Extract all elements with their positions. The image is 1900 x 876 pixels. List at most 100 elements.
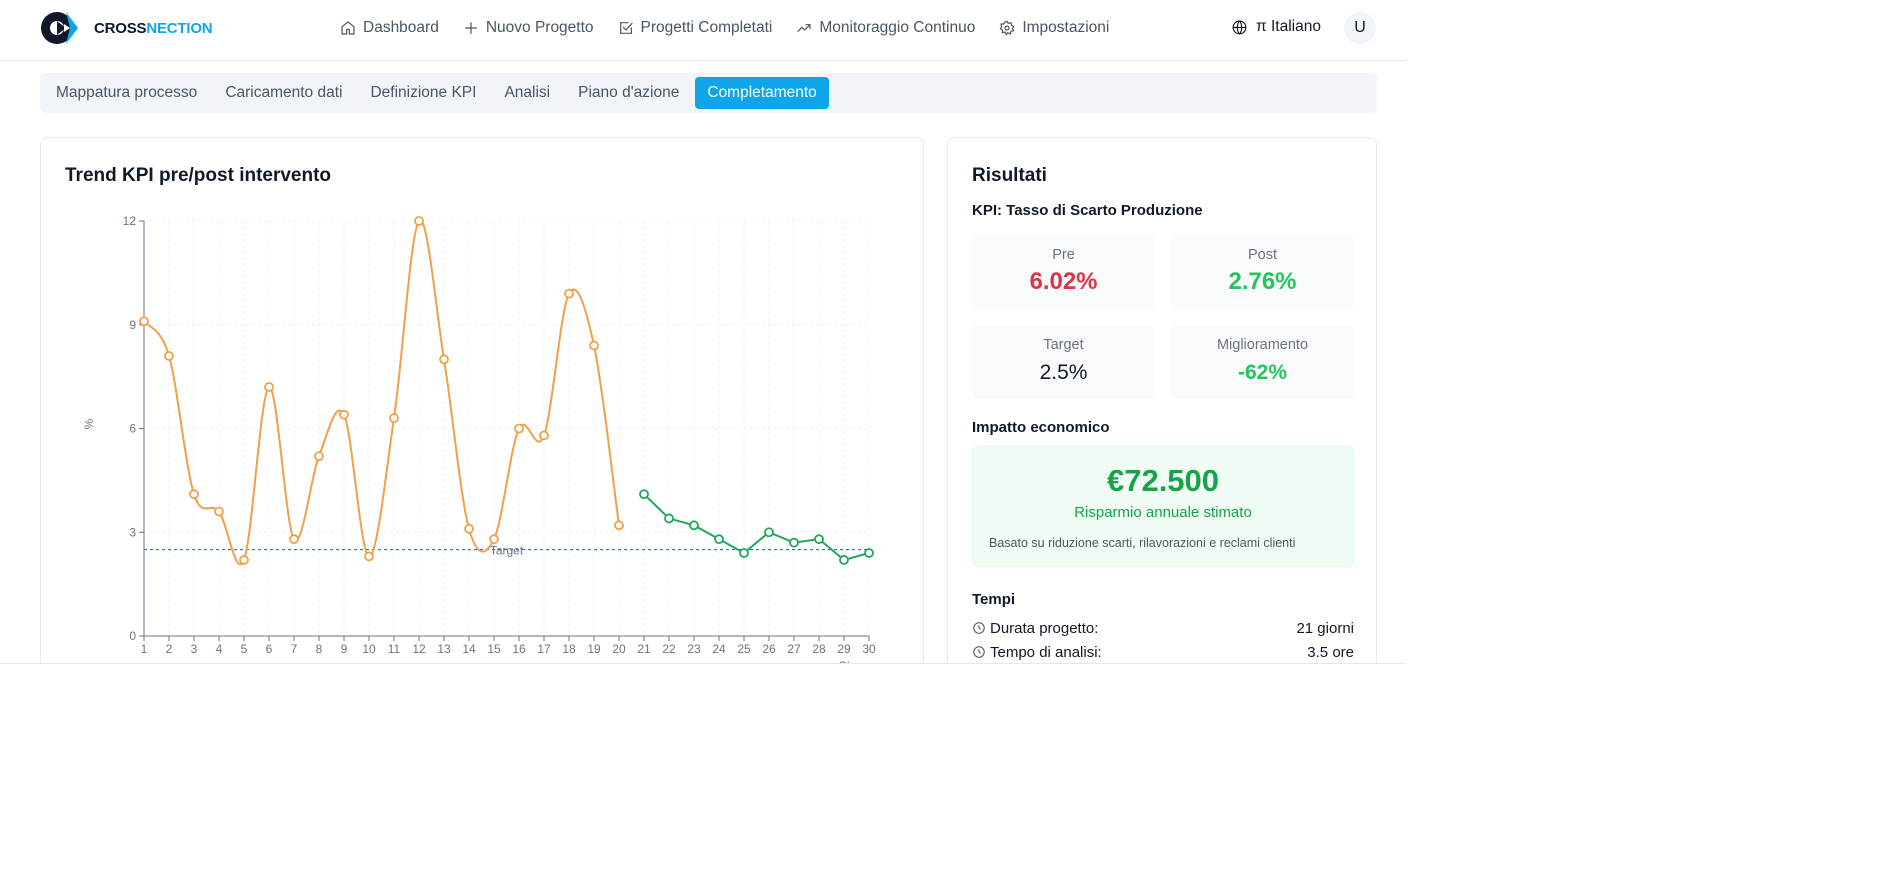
duration-label: Durata progetto: [990,619,1099,637]
pre-data-point [489,534,499,545]
x-tick-label: 8 [316,642,323,656]
metric-pre-label: Pre [1052,247,1075,263]
pre-data-point [414,216,424,226]
pre-data-point [614,520,624,531]
post-data-point [714,534,724,545]
y-tick-label: 12 [123,214,137,228]
results-title: Risultati [972,165,1047,186]
y-tick-label: 9 [129,318,136,332]
step-completamento[interactable]: Completamento [695,77,829,109]
x-tick-label: 11 [388,642,401,656]
x-tick-label: 21 [637,642,651,656]
app-frame: CROSSNECTION Dashboard Nuovo Progetto Pr… [0,0,1406,664]
target-label: Target [490,544,524,558]
x-tick-label: 17 [537,642,551,656]
results-card: Risultati KPI: Tasso di Scarto Produzion… [947,137,1377,663]
metric-improvement-value: -62% [1237,361,1288,384]
x-tick-label: 15 [487,642,501,656]
trending-up-icon [797,24,811,32]
y-axis-label: % [82,418,96,429]
x-tick-label: 4 [216,642,223,656]
pre-data-point [339,409,349,420]
language-selector[interactable]: π Italiano [1231,18,1321,36]
nav-monitoraggio[interactable]: Monitoraggio Continuo [796,19,975,37]
pre-data-point [239,555,249,565]
kpi-trend-card: Trend KPI pre/post intervento 0 3 6 9 12 1 2 3 4… [40,137,924,663]
pre-data-point [164,350,174,361]
metric-improvement: Miglioramento -62% [1171,325,1354,399]
analysis-value: 3.5 ore [1307,643,1354,661]
check-square-icon [619,22,633,34]
pre-data-point [264,382,274,392]
x-tick-label: 12 [412,642,426,656]
nav-nuovo-progetto[interactable]: Nuovo Progetto [463,19,594,37]
pre-data-point [539,430,549,441]
pre-data-point [439,354,449,365]
x-tick-label: 28 [812,642,826,656]
language-label: π Italiano [1256,18,1321,35]
step-piano-azione[interactable]: Piano d'azione [578,84,680,101]
times-heading: Tempi [972,591,1016,608]
x-tick-label: 1 [141,642,148,656]
metric-target-label: Target [1043,337,1084,353]
post-data-point [839,555,849,565]
x-tick-label: 22 [662,642,676,656]
duration-value: 21 giorni [1296,619,1354,637]
metric-post-label: Post [1247,247,1277,263]
y-tick-label: 0 [129,629,136,643]
home-icon [341,21,355,35]
post-data-point [789,537,799,548]
x-tick-label: 16 [512,642,526,656]
x-tick-label: 2 [166,642,173,656]
nav-dashboard[interactable]: Dashboard [340,19,439,37]
nav-dashboard-label: Dashboard [363,19,439,36]
post-data-point [664,513,674,524]
brand-name-part1: CROSS [94,19,147,37]
post-data-point [639,489,649,500]
x-tick-label: 5 [241,642,248,656]
analysis-label-wrap: Tempo di analisi: [972,644,1102,661]
step-analisi[interactable]: Analisi [504,84,551,101]
pre-data-point [139,316,149,327]
clock-icon [973,646,985,658]
x-tick-label: 30 [862,642,876,656]
plus-icon [464,22,477,34]
main-nav: Dashboard Nuovo Progetto Progetti Comple… [340,0,1109,56]
y-tick-label: 6 [129,422,136,436]
pre-data-point [189,489,199,500]
x-tick-label: 3 [191,642,198,656]
metric-target-value: 2.5% [1039,361,1088,384]
metric-target: Target 2.5% [972,325,1155,399]
workflow-steps: Mappatura processo Caricamento dati Defi… [40,73,1377,113]
x-tick-label: 10 [362,642,376,656]
post-data-point [864,548,874,558]
top-navbar: CROSSNECTION Dashboard Nuovo Progetto Pr… [0,0,1406,61]
nav-impostazioni[interactable]: Impostazioni [999,19,1109,37]
chart-title: Trend KPI pre/post intervento [65,165,332,186]
pre-data-point [389,413,399,424]
logo-mark-icon [41,12,78,44]
x-tick-label: 18 [562,642,576,656]
nav-progetti-completati-label: Progetti Completati [640,19,773,36]
step-definizione-kpi[interactable]: Definizione KPI [370,84,477,101]
gear-icon [1000,20,1015,36]
analysis-label: Tempo di analisi: [990,643,1102,661]
brand-logo[interactable]: CROSSNECTION [40,11,213,45]
brand-name-part2: NECTION [146,19,213,37]
pre-data-point [289,534,299,545]
analysis-time-row: Tempo di analisi: 3.5 ore [972,642,1354,662]
pre-data-point [589,340,599,351]
user-avatar[interactable]: U [1344,12,1376,44]
step-caricamento-dati[interactable]: Caricamento dati [225,84,343,101]
post-data-point [689,520,699,531]
x-tick-label: 29 [837,642,851,656]
step-mappatura-processo[interactable]: Mappatura processo [56,84,198,101]
x-tick-label: 19 [587,642,601,656]
nav-progetti-completati[interactable]: Progetti Completati [618,19,773,37]
savings-amount: €72.500 [1106,463,1220,498]
metric-pre-value: 6.02% [1029,268,1098,295]
clock-icon [973,622,985,634]
duration-label-wrap: Durata progetto: [972,620,1098,637]
duration-row: Durata progetto: 21 giorni [972,618,1354,638]
